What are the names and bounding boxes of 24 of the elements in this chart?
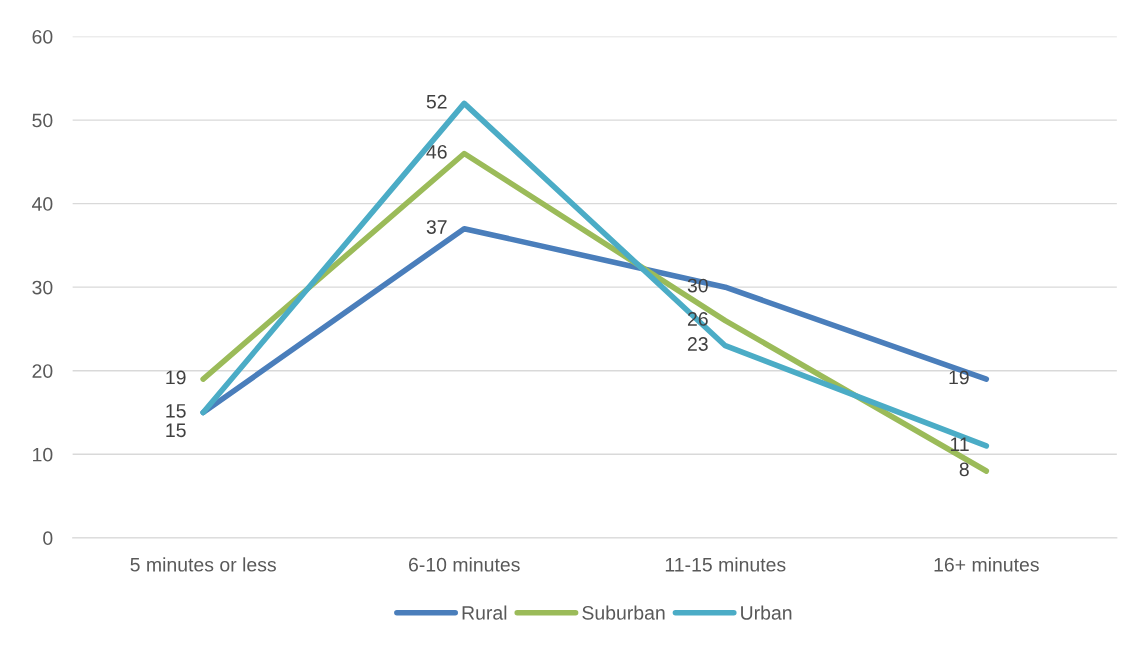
x-tick-label: 5 minutes or less — [130, 557, 276, 572]
data-label: 15 — [166, 404, 186, 418]
y-tick-label: 60 — [32, 29, 53, 44]
legend-label: Rural — [462, 605, 507, 620]
data-label: 19 — [166, 370, 186, 385]
data-label: 19 — [949, 370, 969, 385]
y-tick-label: 40 — [32, 197, 53, 211]
y-tick-label: 30 — [32, 280, 53, 295]
legend-label: Suburban — [582, 605, 665, 620]
data-label: 8 — [959, 462, 969, 477]
data-label: 52 — [426, 94, 447, 109]
data-label: 46 — [426, 144, 447, 159]
legend-label: Urban — [741, 605, 792, 620]
x-tick-label: 11-15 minutes — [665, 557, 786, 572]
data-label: 15 — [166, 423, 186, 438]
data-label: 23 — [687, 337, 708, 351]
data-label: 37 — [426, 220, 447, 234]
y-tick-label: 50 — [32, 113, 53, 128]
y-tick-label: 10 — [33, 447, 53, 462]
data-label: 11 — [950, 437, 969, 451]
x-tick-label: 6-10 minutes — [409, 557, 520, 572]
y-tick-label: 20 — [32, 364, 53, 378]
y-tick-label: 0 — [43, 531, 53, 546]
x-tick-label: 16+ minutes — [934, 557, 1039, 572]
